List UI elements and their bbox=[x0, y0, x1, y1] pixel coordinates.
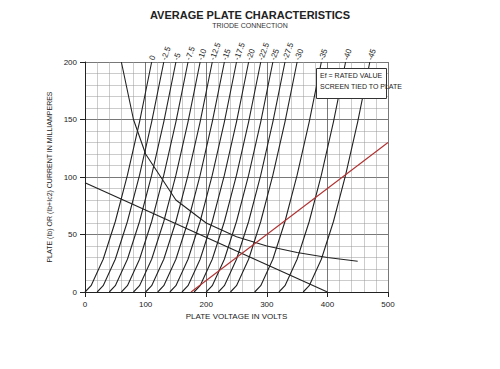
svg-text:-2.5: -2.5 bbox=[159, 45, 173, 62]
svg-text:-45: -45 bbox=[366, 47, 379, 61]
svg-text:TRIODE CONNECTION: TRIODE CONNECTION bbox=[212, 22, 287, 29]
svg-text:-10: -10 bbox=[196, 47, 209, 61]
svg-text:200: 200 bbox=[200, 300, 214, 309]
svg-text:-27.5: -27.5 bbox=[280, 41, 296, 62]
svg-text:-15: -15 bbox=[220, 47, 233, 61]
svg-text:-40: -40 bbox=[341, 47, 354, 61]
svg-text:0: 0 bbox=[83, 300, 88, 309]
svg-text:-7.5: -7.5 bbox=[183, 45, 197, 62]
svg-text:0: 0 bbox=[73, 288, 78, 297]
svg-text:-12.5: -12.5 bbox=[208, 41, 223, 62]
svg-text:400: 400 bbox=[321, 300, 335, 309]
svg-text:100: 100 bbox=[64, 173, 78, 182]
svg-text:200: 200 bbox=[64, 58, 78, 67]
svg-text:Ef = RATED VALUE: Ef = RATED VALUE bbox=[320, 72, 383, 79]
svg-text:-30: -30 bbox=[293, 47, 306, 61]
svg-text:PLATE VOLTAGE IN VOLTS: PLATE VOLTAGE IN VOLTS bbox=[186, 312, 288, 321]
svg-text:50: 50 bbox=[68, 230, 77, 239]
svg-text:-17.5: -17.5 bbox=[232, 41, 247, 62]
svg-text:-20: -20 bbox=[244, 47, 257, 61]
svg-text:AVERAGE PLATE CHARACTERISTICS: AVERAGE PLATE CHARACTERISTICS bbox=[150, 9, 350, 21]
svg-text:150: 150 bbox=[64, 115, 78, 124]
svg-text:-22.5: -22.5 bbox=[256, 41, 272, 62]
svg-text:PLATE (Ib) OR (Ib+Ic2) CURRENT: PLATE (Ib) OR (Ib+Ic2) CURRENT IN MILLIA… bbox=[46, 91, 54, 262]
svg-text:-35: -35 bbox=[317, 47, 330, 61]
svg-text:300: 300 bbox=[260, 300, 274, 309]
svg-text:500: 500 bbox=[381, 300, 395, 309]
svg-text:SCREEN TIED TO PLATE: SCREEN TIED TO PLATE bbox=[320, 83, 402, 90]
svg-text:100: 100 bbox=[139, 300, 153, 309]
svg-text:-25: -25 bbox=[269, 47, 282, 61]
svg-text:0: 0 bbox=[147, 54, 157, 62]
svg-text:-5: -5 bbox=[172, 51, 183, 61]
